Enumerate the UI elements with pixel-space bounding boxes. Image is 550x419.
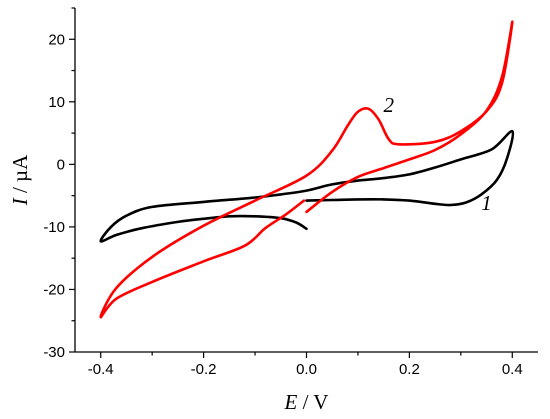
x-axis-var: E — [284, 390, 298, 414]
x-axis-unit: / V — [297, 390, 328, 414]
series-layer — [99, 20, 515, 319]
plot-frame — [74, 8, 538, 353]
curve-label-2: 2 — [384, 93, 395, 117]
y-tick-label: 20 — [48, 31, 65, 48]
y-tick-label: -20 — [43, 281, 65, 298]
y-axis-title: I / µA — [8, 154, 32, 206]
x-tick-label: -0.4 — [88, 361, 114, 378]
x-tick-label: 0.2 — [399, 361, 420, 378]
curve-labels: 12 — [384, 93, 492, 215]
series-curve-2 — [99, 20, 514, 319]
x-tick-label: 0.4 — [502, 361, 523, 378]
x-tick-label: 0.0 — [296, 361, 317, 378]
x-axis-title: E / V — [284, 390, 329, 414]
y-tick-label: -10 — [43, 219, 65, 236]
axis-ticks: -0.4 -0.2 0.0 0.2 0.4 -30 -20 -10 0 10 20 — [43, 7, 523, 378]
y-axis-var: I — [8, 197, 32, 206]
curve-label-1: 1 — [481, 191, 492, 215]
y-tick-label: 0 — [57, 156, 65, 173]
y-axis-unit: / µA — [8, 154, 32, 198]
y-tick-label: 10 — [48, 94, 65, 111]
series-curve-1 — [99, 129, 515, 243]
y-tick-label: -30 — [43, 344, 65, 361]
x-tick-label: -0.2 — [191, 361, 217, 378]
